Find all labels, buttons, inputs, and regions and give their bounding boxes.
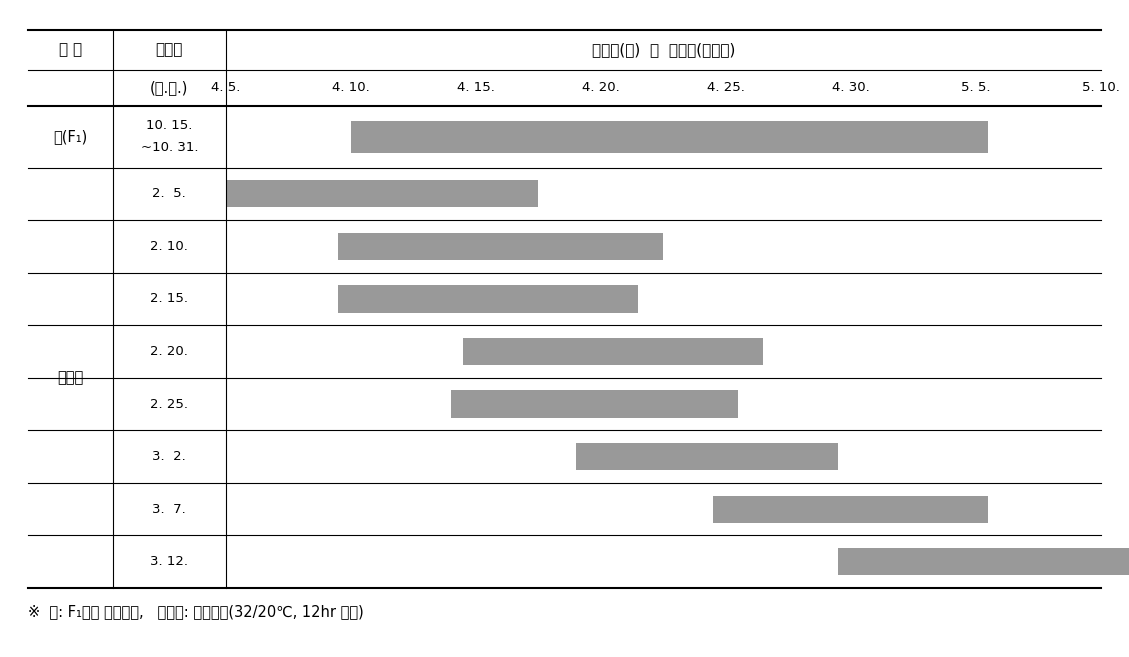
Bar bbox=[714, 495, 988, 523]
Text: 5. 10.: 5. 10. bbox=[1082, 81, 1120, 95]
Bar bbox=[463, 338, 763, 365]
Text: 밀(F₁): 밀(F₁) bbox=[53, 129, 88, 145]
Text: 4. 10.: 4. 10. bbox=[332, 81, 369, 95]
Text: 3.  2.: 3. 2. bbox=[152, 450, 186, 463]
Text: 2. 20.: 2. 20. bbox=[150, 345, 189, 358]
Bar bbox=[450, 390, 738, 418]
Text: 3. 12.: 3. 12. bbox=[150, 555, 189, 568]
Text: (월.일.): (월.일.) bbox=[150, 80, 189, 95]
Bar bbox=[576, 443, 838, 470]
Bar bbox=[838, 548, 1129, 576]
Text: 10. 15.: 10. 15. bbox=[146, 119, 193, 132]
Text: 2. 25.: 2. 25. bbox=[150, 397, 189, 411]
Bar bbox=[339, 233, 663, 260]
Bar bbox=[226, 180, 539, 208]
Text: 2. 10.: 2. 10. bbox=[150, 240, 189, 253]
Text: 4. 25.: 4. 25. bbox=[707, 81, 745, 95]
Text: 출수일(밀)  및  출웉일(옥수수): 출수일(밀) 및 출웉일(옥수수) bbox=[592, 42, 735, 57]
Text: 2. 15.: 2. 15. bbox=[150, 292, 189, 306]
Text: 품 종: 품 종 bbox=[59, 42, 82, 57]
Bar bbox=[351, 121, 988, 153]
Text: 3.  7.: 3. 7. bbox=[152, 503, 186, 516]
Text: 4. 30.: 4. 30. bbox=[832, 81, 869, 95]
Text: 옥수수: 옥수수 bbox=[58, 371, 84, 385]
Text: ~10. 31.: ~10. 31. bbox=[141, 141, 198, 154]
Text: 4. 20.: 4. 20. bbox=[581, 81, 620, 95]
Text: 5. 5.: 5. 5. bbox=[961, 81, 990, 95]
Text: 파종일: 파종일 bbox=[156, 42, 183, 57]
Text: 4. 5.: 4. 5. bbox=[211, 81, 240, 95]
Text: 2.  5.: 2. 5. bbox=[152, 187, 186, 200]
Text: ※  밀: F₁계통 포장재배,   옥수수: 온실재배(32/20℃, 12hr 일장): ※ 밀: F₁계통 포장재배, 옥수수: 온실재배(32/20℃, 12hr 일… bbox=[28, 604, 364, 620]
Text: 4. 15.: 4. 15. bbox=[457, 81, 495, 95]
Bar bbox=[339, 285, 638, 313]
